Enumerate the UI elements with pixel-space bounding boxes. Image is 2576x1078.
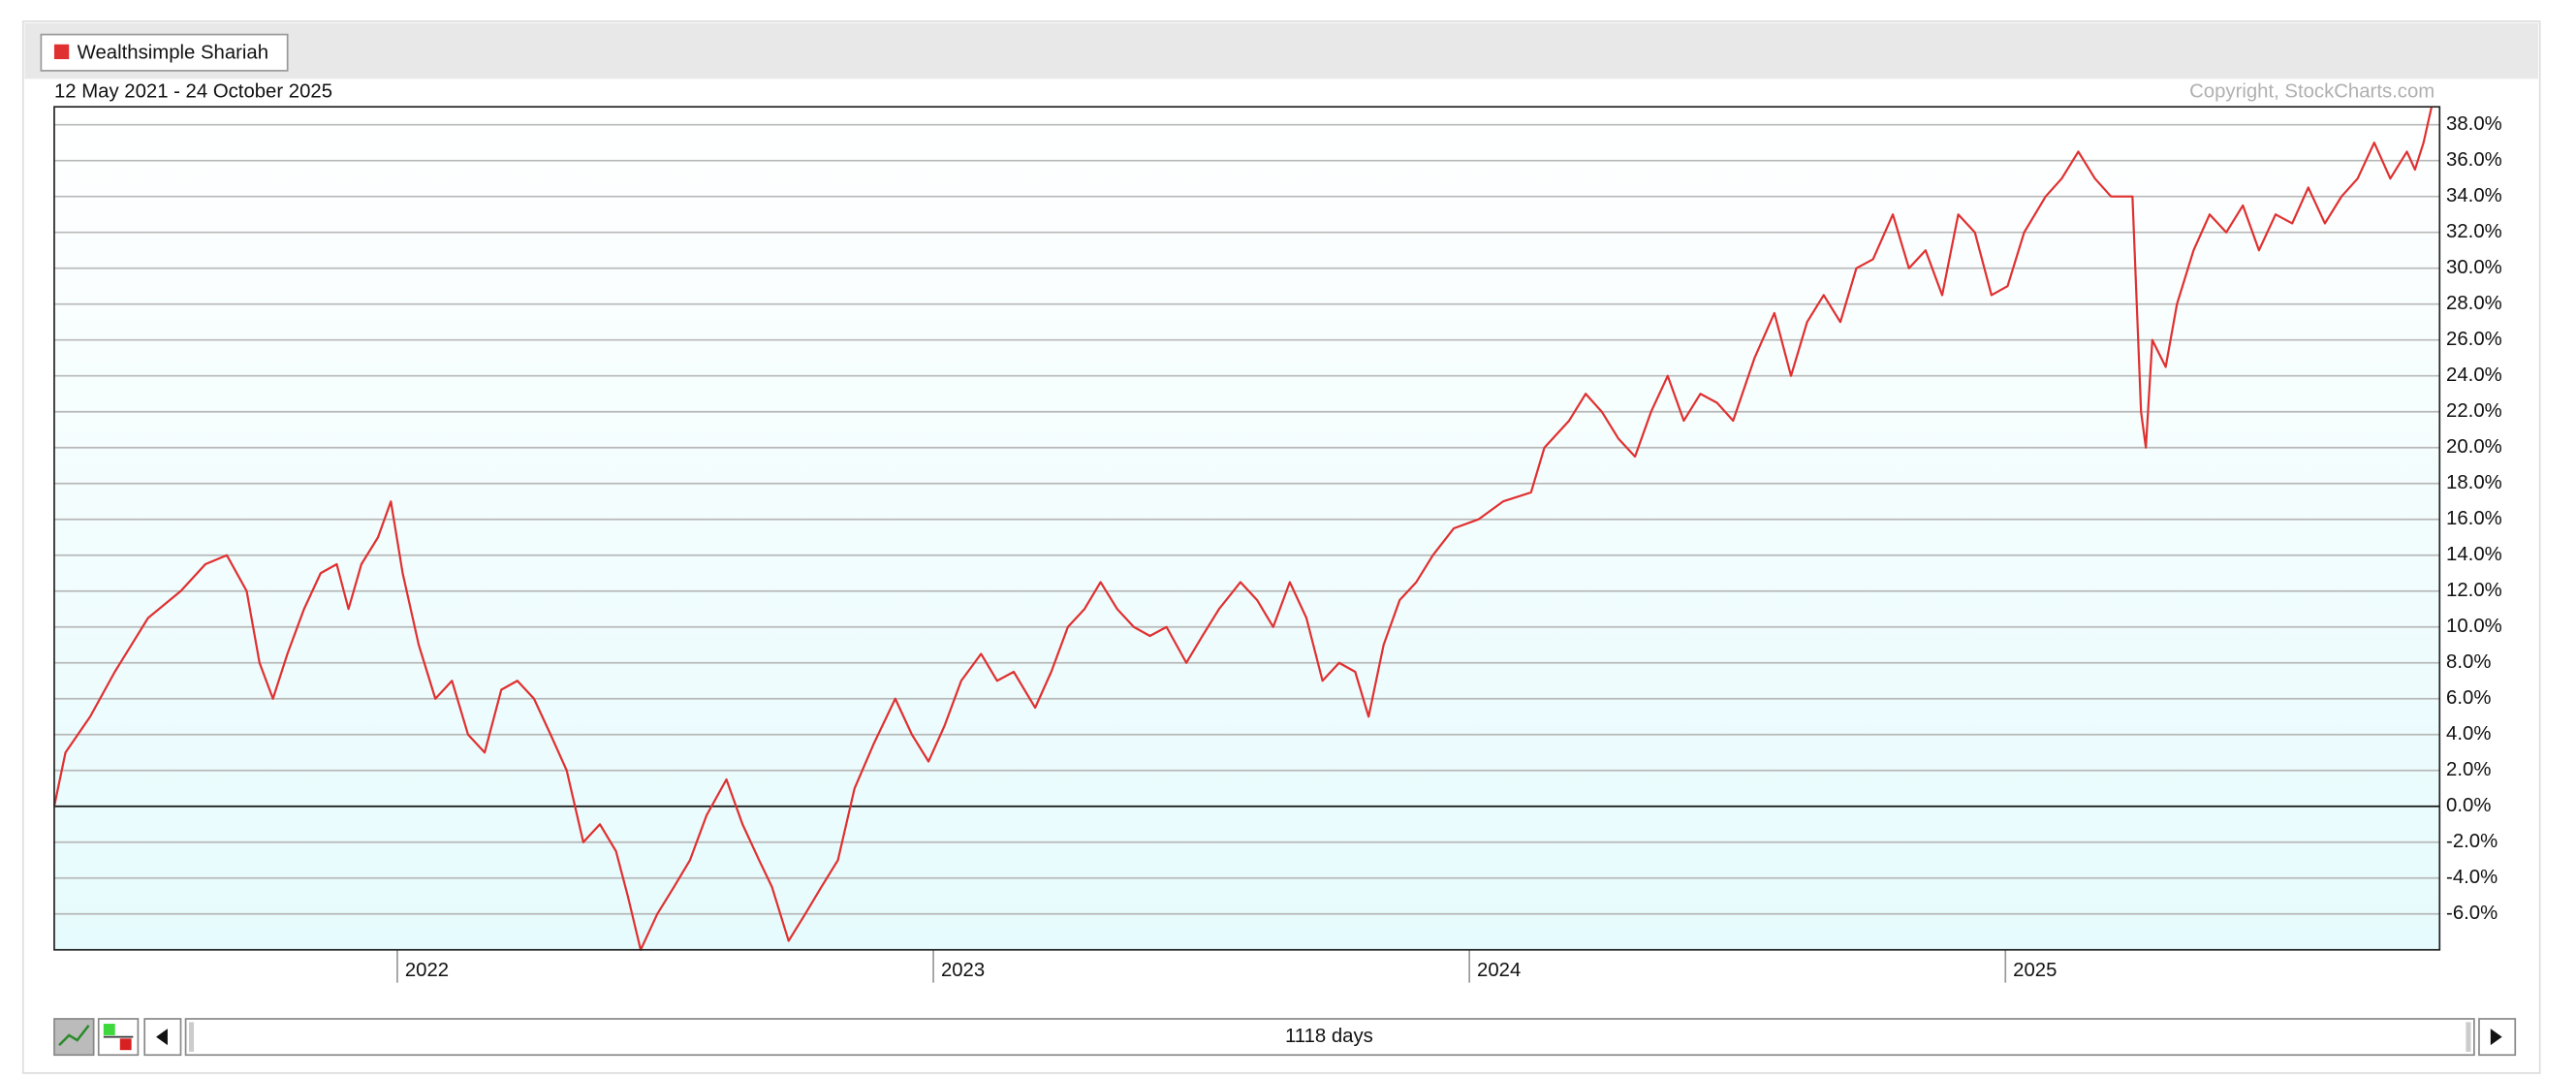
arrow-left	[156, 1029, 168, 1046]
y-tick-label: 38.0%	[2446, 113, 2502, 135]
bar-icon-up	[103, 1024, 115, 1035]
x-tick-label: 2024	[1477, 960, 1521, 981]
scrollbar[interactable]	[184, 1018, 2475, 1057]
y-tick-label: 0.0%	[2446, 795, 2491, 816]
y-tick-label: 32.0%	[2446, 221, 2502, 242]
y-tick-label: 24.0%	[2446, 365, 2502, 386]
copyright: Copyright, StockCharts.com	[2189, 80, 2435, 102]
bar-icon-down	[119, 1038, 132, 1051]
legend-swatch	[53, 44, 70, 60]
x-tick-label: 2022	[405, 960, 449, 981]
y-tick-label: 4.0%	[2446, 723, 2491, 745]
plot-area	[53, 107, 2440, 950]
y-tick-label: 10.0%	[2446, 616, 2502, 637]
y-tick-label: 20.0%	[2446, 436, 2502, 458]
legend[interactable]	[40, 33, 289, 72]
arrow-right	[2490, 1029, 2502, 1046]
y-tick-label: -6.0%	[2446, 903, 2497, 924]
y-tick-label: 2.0%	[2446, 759, 2491, 780]
y-tick-label: 16.0%	[2446, 508, 2502, 529]
y-tick-label: -2.0%	[2446, 831, 2497, 852]
y-tick-label: 8.0%	[2446, 651, 2491, 673]
plot-border	[53, 106, 2441, 951]
y-tick-label: 14.0%	[2446, 544, 2502, 565]
days-label: 1118 days	[1285, 1026, 1373, 1047]
header-bar	[24, 22, 2538, 79]
y-tick-label: 30.0%	[2446, 257, 2502, 278]
scroll-handle-left[interactable]	[188, 1022, 195, 1052]
y-tick-label: 18.0%	[2446, 472, 2502, 493]
y-tick-label: 28.0%	[2446, 293, 2502, 314]
date-range: 12 May 2021 - 24 October 2025	[54, 80, 332, 102]
scroll-handle-right[interactable]	[2466, 1022, 2471, 1052]
y-tick-label: 36.0%	[2446, 149, 2502, 171]
series-line	[52, 106, 2434, 951]
legend-label: Wealthsimple Shariah	[78, 42, 268, 63]
y-tick-label: 6.0%	[2446, 687, 2491, 709]
y-tick-label: 22.0%	[2446, 400, 2502, 422]
x-tick-label: 2025	[2013, 960, 2057, 981]
y-tick-label: -4.0%	[2446, 867, 2497, 888]
y-tick-label: 12.0%	[2446, 580, 2502, 601]
line-icon	[58, 1024, 90, 1046]
y-tick-label: 34.0%	[2446, 185, 2502, 206]
y-tick-label: 26.0%	[2446, 329, 2502, 350]
x-tick-label: 2023	[941, 960, 985, 981]
